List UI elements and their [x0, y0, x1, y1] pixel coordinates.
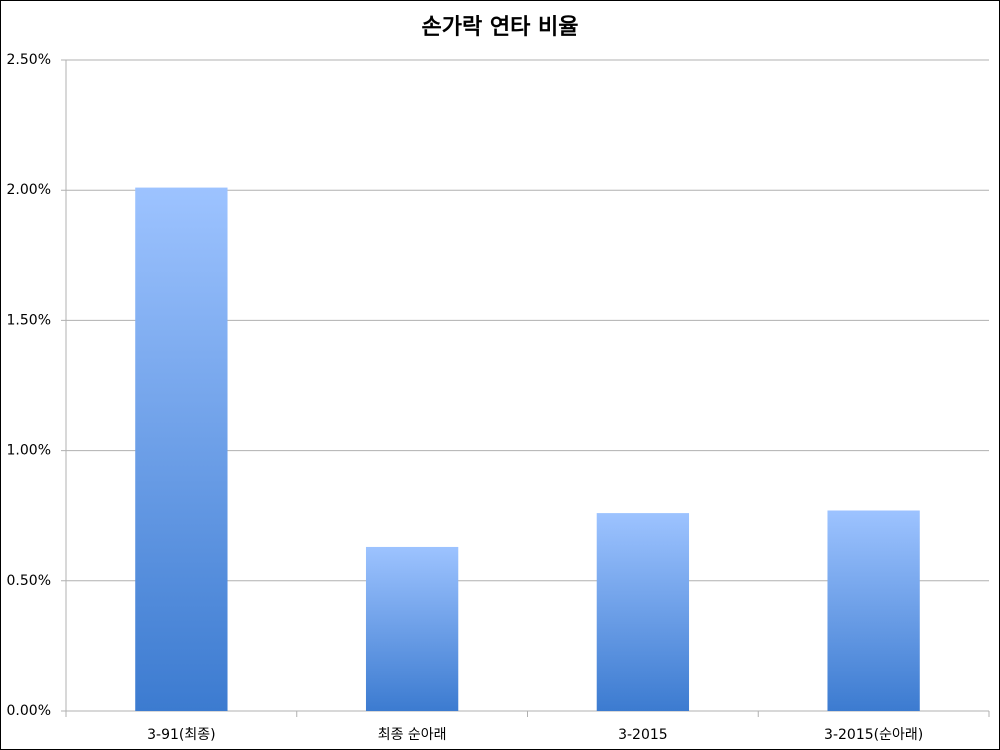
x-tick-label: 최종 순아래 — [378, 727, 447, 743]
x-tick-label: 3-2015 — [618, 727, 668, 743]
y-tick-label: 0.50% — [7, 573, 51, 589]
bar — [596, 513, 690, 711]
bar — [365, 546, 459, 711]
x-tick-label: 3-91(최종) — [147, 727, 215, 743]
y-tick-label: 0.00% — [7, 703, 51, 719]
y-tick-label: 1.50% — [7, 312, 51, 328]
bar — [827, 510, 920, 711]
x-tick-label: 3-2015(순아래) — [824, 727, 923, 743]
y-tick-label: 2.00% — [7, 182, 51, 198]
bar — [135, 187, 228, 711]
y-tick-label: 1.00% — [7, 443, 51, 459]
chart-title: 손가락 연타 비율 — [422, 15, 579, 40]
y-tick-label: 2.50% — [7, 52, 51, 68]
